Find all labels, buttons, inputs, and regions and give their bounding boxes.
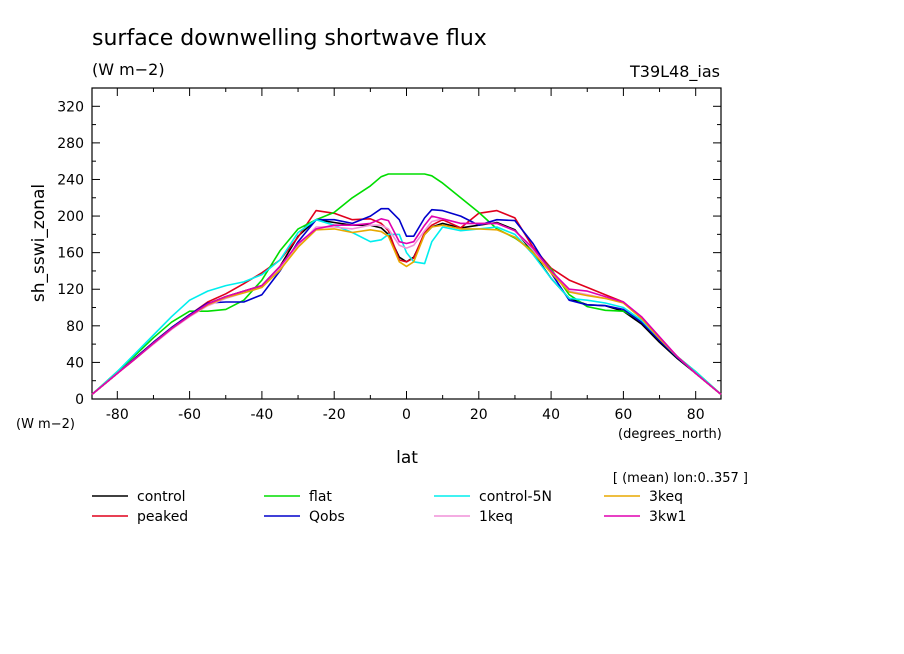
y-tick-label: 40 [66, 355, 84, 371]
x-tick-label: -40 [250, 407, 273, 423]
series-line-3kw1 [91, 215, 722, 396]
chart-title: surface downwelling shortwave flux [92, 26, 487, 51]
x-tick-label: -20 [323, 407, 346, 423]
series-line-qobs [91, 207, 722, 396]
x-ticks: -80 -60 -40 -20 0 20 40 60 80 [106, 88, 705, 423]
y-tick-label: 0 [75, 392, 84, 408]
series-line-control-5n [91, 218, 722, 395]
series-line-peaked [91, 209, 722, 396]
x-tick-label: 60 [614, 407, 632, 423]
y-tick-label: 320 [57, 99, 84, 115]
series-lines [91, 173, 722, 396]
x-tick-label: -60 [178, 407, 201, 423]
mean-note: [ (mean) lon:0..357 ] [613, 471, 748, 486]
series-line-3keq [91, 224, 722, 396]
y-tick-label: 120 [57, 282, 84, 298]
legend-label-flat: flat [309, 489, 332, 505]
series-line-flat [91, 173, 722, 395]
legend-label-1keq: 1keq [479, 509, 513, 525]
legend-label-3keq: 3keq [649, 489, 683, 505]
legend-label-control: control [137, 489, 186, 505]
y-tick-label: 200 [57, 209, 84, 225]
y-tick-label: 280 [57, 136, 84, 152]
x-axis-label: lat [396, 448, 418, 468]
chart-units: (W m−2) [92, 60, 165, 79]
x-tick-label: 20 [470, 407, 488, 423]
series-line-control [91, 218, 722, 396]
model-label: T39L48_ias [629, 62, 720, 82]
x-tick-label: 80 [687, 407, 705, 423]
legend-label-peaked: peaked [137, 509, 188, 525]
legend-label-control-5n: control-5N [479, 489, 552, 505]
y-ticks: 0 40 80 120 160 200 240 280 320 [57, 99, 721, 408]
y-tick-label: 240 [57, 172, 84, 188]
x-axis-units: (degrees_north) [618, 427, 722, 442]
x-tick-label: 0 [402, 407, 411, 423]
y-axis-units: (W m−2) [16, 417, 75, 432]
y-tick-label: 160 [57, 246, 84, 262]
y-axis-label: sh_sswi_zonal [29, 184, 49, 302]
x-tick-label: 40 [542, 407, 560, 423]
legend-label-3kw1: 3kw1 [649, 509, 686, 525]
y-tick-label: 80 [66, 319, 84, 335]
x-tick-label: -80 [106, 407, 129, 423]
legend-label-qobs: Qobs [309, 509, 345, 525]
legend: control peaked flat Qobs control-5N 1keq 3keq 3… [92, 489, 686, 525]
